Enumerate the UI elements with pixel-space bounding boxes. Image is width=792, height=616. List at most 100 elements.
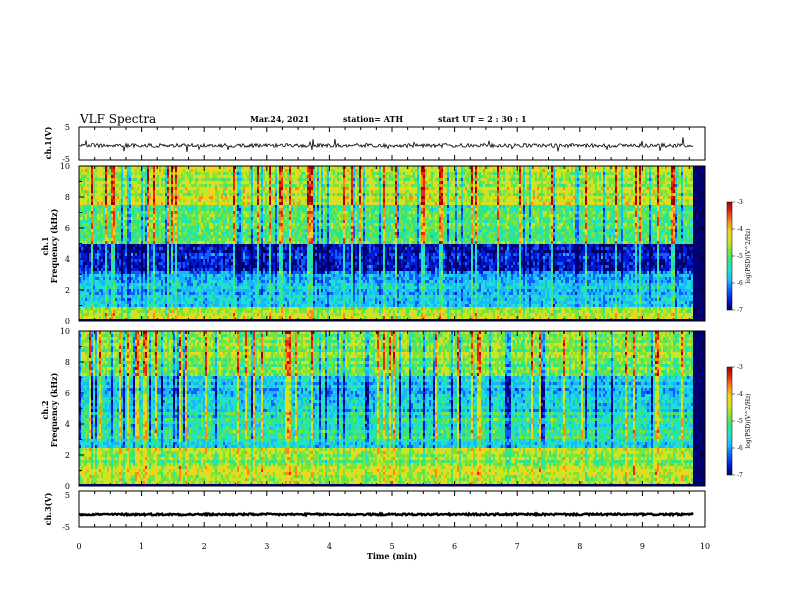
spectrogram-cell: [471, 175, 473, 178]
spectrogram-cell: [691, 199, 693, 202]
spectrogram-cell: [345, 205, 347, 208]
spectrogram-cell: [421, 193, 423, 196]
spectrogram-cell: [343, 181, 345, 184]
spectrogram-cell: [273, 169, 275, 172]
spectrogram-cell: [219, 211, 221, 214]
spectrogram-cell: [467, 172, 469, 175]
spectrogram-cell: [577, 187, 579, 190]
spectrogram-cell: [165, 205, 167, 208]
spectrogram-cell: [131, 181, 133, 184]
spectrogram-cell: [169, 190, 171, 193]
spectrogram-cell: [167, 211, 169, 214]
spectrogram-cell: [433, 193, 435, 196]
spectrogram-cell: [301, 172, 303, 175]
spectrogram-cell: [507, 202, 509, 205]
spectrogram-cell: [117, 208, 119, 211]
spectrogram-cell: [405, 187, 407, 190]
spectrogram-cell: [415, 199, 417, 202]
spectrogram-cell: [409, 187, 411, 190]
spectrogram-cell: [625, 199, 627, 202]
spectrogram-cell: [481, 205, 483, 208]
spectrogram-cell: [607, 193, 609, 196]
spectrogram-cell: [179, 169, 181, 172]
spectrogram-cell: [333, 178, 335, 181]
spectrogram-cell: [601, 196, 603, 199]
spectrogram-cell: [435, 202, 437, 205]
spectrogram-cell: [103, 208, 105, 211]
spectrogram-cell: [103, 187, 105, 190]
spectrogram-cell: [501, 187, 503, 190]
spectrogram-cell: [293, 193, 295, 196]
spectrogram-cell: [319, 205, 321, 208]
spectrogram-cell: [605, 211, 607, 214]
spectrogram-cell: [107, 199, 109, 202]
spectrogram-cell: [115, 196, 117, 199]
spectrogram-cell: [353, 181, 355, 184]
spectrogram-cell: [543, 202, 545, 205]
spectrogram-cell: [479, 172, 481, 175]
spectrogram-cell: [181, 202, 183, 205]
spectrogram-cell: [347, 199, 349, 202]
spectrogram-cell: [113, 172, 115, 175]
spectrogram-cell: [641, 175, 643, 178]
spectrogram-cell: [633, 175, 635, 178]
spectrogram-cell: [547, 184, 549, 187]
spectrogram-cell: [401, 187, 403, 190]
spectrogram-cell: [393, 169, 395, 172]
spectrogram-cell: [393, 178, 395, 181]
spectrogram-cell: [193, 184, 195, 187]
spectrogram-cell: [403, 193, 405, 196]
spectrogram-cell: [143, 211, 145, 214]
spectrogram-cell: [477, 187, 479, 190]
spectrogram-cell: [151, 205, 153, 208]
spectrogram-cell: [599, 178, 601, 181]
spectrogram-cell: [233, 199, 235, 202]
spectrogram-cell: [163, 175, 165, 178]
spectrogram-cell: [505, 199, 507, 202]
spectrogram-cell: [89, 190, 91, 193]
spectrogram-cell: [455, 205, 457, 208]
spectrogram-cell: [185, 193, 187, 196]
spectrogram-cell: [465, 172, 467, 175]
spectrogram-cell: [485, 211, 487, 214]
spectrogram-cell: [597, 196, 599, 199]
spectrogram-cell: [553, 190, 555, 193]
spectrogram-cell: [433, 211, 435, 214]
spectrogram-cell: [451, 205, 453, 208]
spectrogram-cell: [313, 193, 315, 196]
spectrogram-cell: [539, 169, 541, 172]
spectrogram-cell: [221, 181, 223, 184]
spectrogram-cell: [529, 172, 531, 175]
spectrogram-cell: [297, 178, 299, 181]
spectrogram-cell: [129, 187, 131, 190]
spectrogram-cell: [477, 193, 479, 196]
spectrogram-cell: [569, 178, 571, 181]
spectrogram-cell: [221, 178, 223, 181]
spectrogram-cell: [465, 184, 467, 187]
spectrogram-cell: [519, 199, 521, 202]
spectrogram-cell: [691, 187, 693, 190]
spectrogram-cell: [535, 193, 537, 196]
spectrogram-cell: [133, 172, 135, 175]
spectrogram-cell: [629, 211, 631, 214]
spectrogram-cell: [137, 199, 139, 202]
spectrogram-cell: [429, 211, 431, 214]
spectrogram-cell: [499, 202, 501, 205]
spectrogram-cell: [383, 184, 385, 187]
spectrogram-cell: [579, 193, 581, 196]
spectrogram-cell: [307, 178, 309, 181]
spectrogram-cell: [509, 196, 511, 199]
spectrogram-cell: [225, 169, 227, 172]
spectrogram-cell: [381, 178, 383, 181]
spectrogram-cell: [235, 178, 237, 181]
spectrogram-cell: [249, 196, 251, 199]
spectrogram-cell: [253, 181, 255, 184]
spectrogram-cell: [555, 196, 557, 199]
spectrogram-cell: [611, 193, 613, 196]
spectrogram-cell: [459, 178, 461, 181]
spectrogram-cell: [261, 172, 263, 175]
spectrogram-cell: [419, 187, 421, 190]
spectrogram-cell: [341, 199, 343, 202]
spectrogram-cell: [171, 202, 173, 205]
spectrogram-cell: [491, 205, 493, 208]
